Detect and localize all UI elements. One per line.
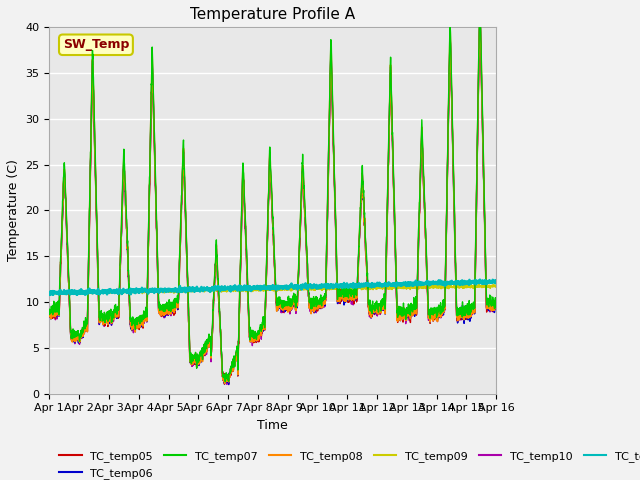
- Legend: TC_temp05, TC_temp06, TC_temp07, TC_temp08, TC_temp09, TC_temp10, TC_temp11: TC_temp05, TC_temp06, TC_temp07, TC_temp…: [55, 447, 640, 480]
- Title: Temperature Profile A: Temperature Profile A: [190, 7, 355, 22]
- Text: SW_Temp: SW_Temp: [63, 38, 129, 51]
- Y-axis label: Temperature (C): Temperature (C): [7, 159, 20, 262]
- X-axis label: Time: Time: [257, 419, 288, 432]
